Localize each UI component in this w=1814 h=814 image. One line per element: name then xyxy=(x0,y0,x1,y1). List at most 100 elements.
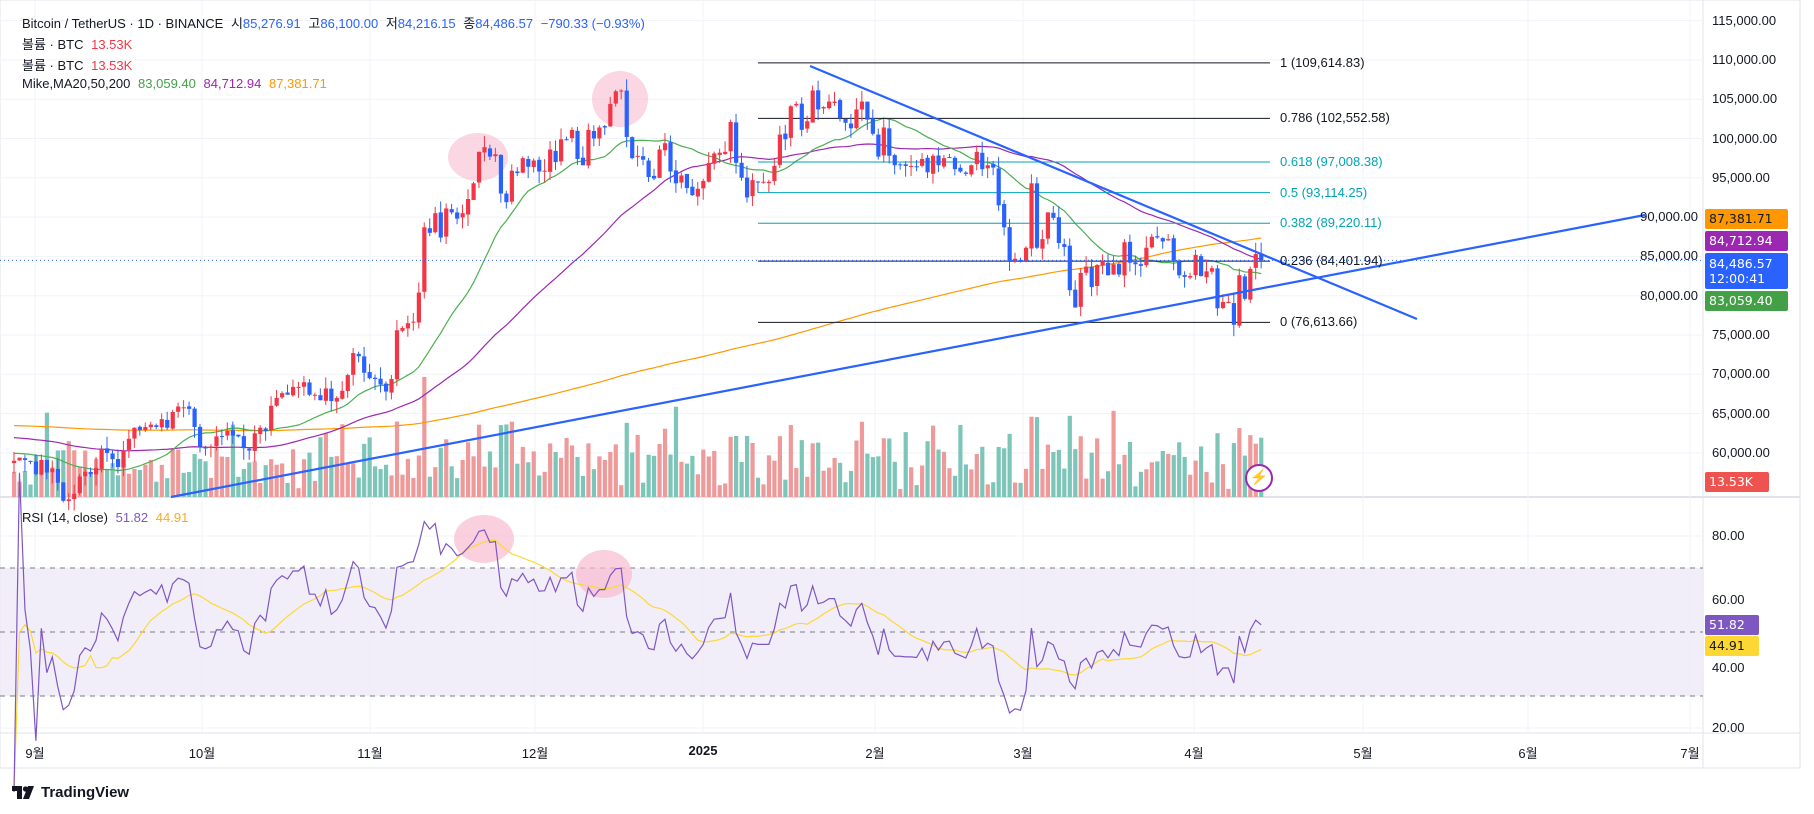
candle xyxy=(126,429,132,459)
volume-bar xyxy=(537,475,542,497)
candle-body xyxy=(28,460,33,462)
candle-body xyxy=(602,126,607,128)
volume-bar xyxy=(630,452,635,497)
candle-body xyxy=(564,139,569,141)
volume-bar xyxy=(252,461,257,497)
candle-body xyxy=(471,183,476,200)
candle xyxy=(1106,254,1111,276)
time-axis-label: 5월 xyxy=(1353,746,1373,761)
candle xyxy=(914,159,919,172)
candle xyxy=(12,451,17,474)
candle-body xyxy=(701,180,706,189)
candle xyxy=(597,125,602,147)
volume-bar xyxy=(383,464,389,497)
candle xyxy=(974,145,979,171)
candle-body xyxy=(1007,227,1012,262)
candle xyxy=(892,153,897,175)
time-axis-label: 4월 xyxy=(1184,746,1204,761)
volume-bar xyxy=(44,412,50,497)
candle-body xyxy=(881,127,886,156)
volume-bar xyxy=(1023,468,1029,497)
candle-body xyxy=(1051,212,1056,218)
candle-body xyxy=(148,424,153,428)
candle xyxy=(504,190,509,209)
candle xyxy=(482,135,487,162)
candle xyxy=(1160,237,1165,249)
candle xyxy=(750,173,755,207)
candle xyxy=(777,125,782,168)
candle xyxy=(405,315,411,337)
candle-body xyxy=(630,137,635,159)
highlight-marker xyxy=(592,71,648,127)
volume-bar xyxy=(881,438,886,497)
candle-body xyxy=(88,472,93,475)
candle xyxy=(476,151,482,188)
candle-body xyxy=(635,155,640,157)
volume-bar xyxy=(591,469,597,497)
candle-body xyxy=(290,386,296,396)
candle xyxy=(66,493,71,511)
volume-bar xyxy=(586,443,591,497)
fib-level-label: 0.382 (89,220.11) xyxy=(1280,215,1382,231)
volume-bar xyxy=(208,477,214,497)
volume-bar xyxy=(197,458,203,497)
volume-bar xyxy=(690,455,695,497)
candle xyxy=(22,454,28,472)
last-price: 84,486.57 xyxy=(1709,256,1773,271)
candle-body xyxy=(460,213,465,218)
candle-body xyxy=(280,393,285,398)
volume-bar xyxy=(1067,415,1072,497)
symbol-legend[interactable]: Bitcoin / TetherUS · 1D · BINANCE 시85,27… xyxy=(22,13,649,32)
volume-bar xyxy=(827,467,832,497)
candle-body xyxy=(624,90,629,137)
volume-bar xyxy=(493,467,498,497)
candle-body xyxy=(816,90,821,110)
candle xyxy=(416,282,421,329)
candle xyxy=(559,128,564,166)
volume-bar xyxy=(1231,443,1237,497)
candle xyxy=(706,152,711,183)
tradingview-logo[interactable]: TradingView xyxy=(12,784,129,801)
ma50-price-tag: 84,712.94 xyxy=(1705,231,1788,251)
volume-bar xyxy=(854,440,859,497)
candle xyxy=(1177,259,1182,279)
candle-body xyxy=(761,181,766,183)
candle xyxy=(39,454,44,476)
candle xyxy=(28,460,33,465)
volume-bar xyxy=(969,469,974,497)
volume-bar xyxy=(619,485,624,497)
lightning-icon[interactable]: ⚡ xyxy=(1245,464,1273,492)
candle xyxy=(1204,259,1209,284)
candle xyxy=(312,392,318,401)
candle xyxy=(531,158,536,173)
volume-bar xyxy=(958,424,963,497)
volume-bar xyxy=(925,441,930,497)
ma-legend[interactable]: Mike,MA20,50,200 83,059.40 84,712.94 87,… xyxy=(22,76,331,91)
candle xyxy=(225,422,230,441)
brand-name: TradingView xyxy=(41,784,130,801)
candle-body xyxy=(542,170,547,172)
volume-legend-2[interactable]: 볼륨 · BTC 13.53K xyxy=(22,55,136,74)
candle xyxy=(33,454,39,476)
volume-bar xyxy=(1089,452,1094,497)
volume-bar xyxy=(903,432,908,497)
candle-body xyxy=(515,171,520,174)
rsi-legend[interactable]: RSI (14, close) 51.82 44.91 xyxy=(22,510,192,525)
volume-bar xyxy=(909,467,914,497)
candle-body xyxy=(958,167,963,172)
candle-body xyxy=(991,163,996,168)
volume-bar xyxy=(947,468,952,497)
volume-bar xyxy=(455,478,460,497)
candle-body xyxy=(914,166,919,168)
candle-body xyxy=(909,166,914,168)
volume-legend-1[interactable]: 볼륨 · BTC 13.53K xyxy=(22,34,136,53)
candle-body xyxy=(444,208,449,237)
candle xyxy=(772,157,777,186)
candle xyxy=(192,406,197,438)
volume-bar xyxy=(799,440,804,497)
candle xyxy=(433,206,438,234)
candle xyxy=(794,101,799,108)
candle-body xyxy=(181,407,186,409)
candle-body xyxy=(876,134,881,157)
